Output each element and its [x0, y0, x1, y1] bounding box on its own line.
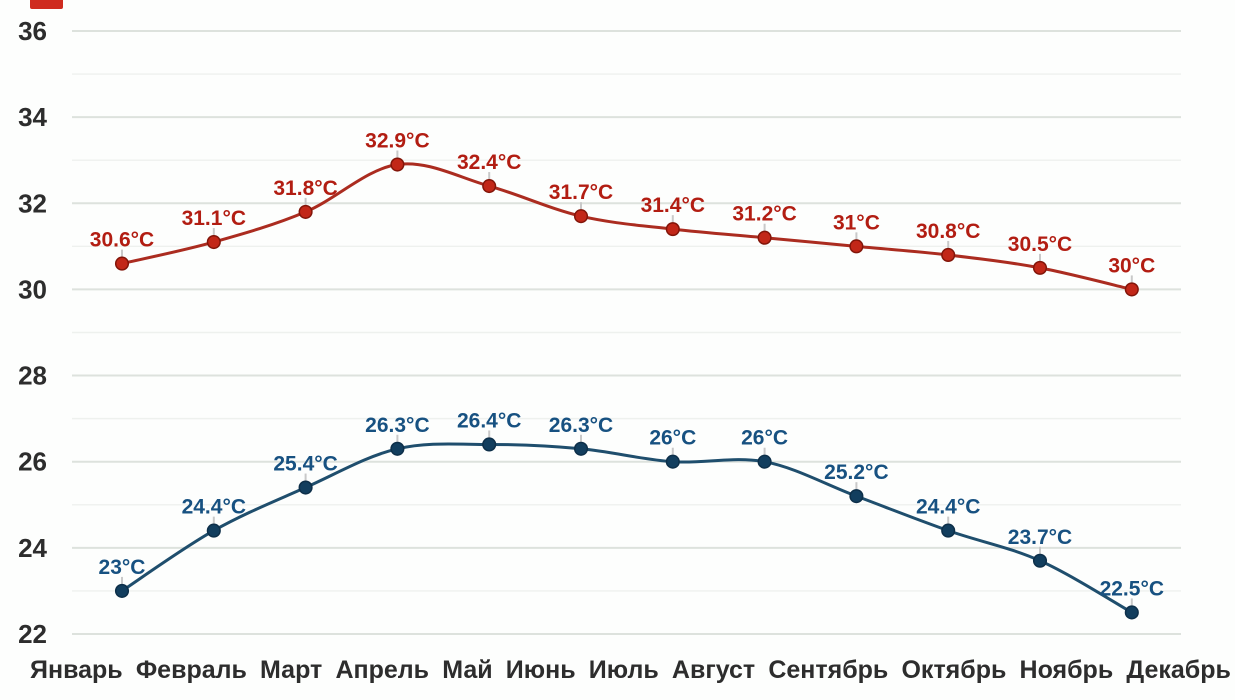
data-point [114, 583, 130, 598]
x-axis-label: Март [260, 656, 323, 684]
data-point-label: 25.2°C [824, 461, 888, 484]
data-point-label: 24.4°C [182, 496, 246, 519]
data-point [206, 523, 221, 538]
x-axis-label: Май [442, 656, 493, 684]
data-point-label: 31.7°C [549, 181, 613, 204]
x-axis: Январь Февраль Март Апрель Май Июнь Июль Август… [30, 656, 1231, 685]
x-axis-label: Апрель [335, 656, 430, 684]
series-line-day-temperature [120, 162, 1134, 291]
data-point [849, 239, 864, 254]
data-point [482, 437, 497, 452]
data-point-label: 31.4°C [641, 194, 705, 217]
data-point [665, 454, 680, 469]
data-point [390, 441, 405, 456]
data-point [757, 454, 772, 469]
data-point [1032, 260, 1048, 275]
data-point-label: 32.4°C [457, 151, 521, 174]
data-point [1032, 553, 1048, 568]
data-point-label: 26.3°C [365, 414, 429, 437]
y-axis-label: 36 [18, 16, 47, 46]
x-axis-label: Январь [30, 656, 123, 684]
data-point [573, 441, 589, 456]
data-point [482, 179, 497, 194]
data-point-label: 31.1°C [182, 207, 246, 230]
data-point-label: 31°C [833, 211, 880, 234]
x-axis-label: Февраль [135, 656, 247, 684]
data-point [114, 256, 130, 271]
data-point-label: 30.5°C [1008, 233, 1072, 256]
x-axis-label: Сентябрь [768, 656, 889, 684]
x-axis-label: Август [671, 656, 756, 684]
data-point-label: 25.4°C [273, 453, 337, 476]
data-point-label: 26.3°C [549, 414, 613, 437]
data-point-label: 26°C [649, 427, 696, 450]
data-point [206, 234, 221, 250]
data-point-label: 30.8°C [916, 220, 980, 243]
series-line-night-temperature [120, 442, 1134, 614]
y-axis-label: 26 [18, 447, 47, 477]
x-axis-label: Июль [588, 656, 659, 684]
data-point-label: 31.8°C [273, 177, 337, 200]
data-point [1124, 282, 1139, 297]
data-point-label: 23.7°C [1008, 526, 1072, 549]
y-axis-label: 24 [18, 533, 47, 563]
data-point-label: 30°C [1108, 254, 1155, 277]
data-point-label: 26.4°C [457, 409, 521, 432]
data-point [849, 489, 864, 504]
legend-fragment-red [30, 0, 63, 9]
x-axis-label: Июнь [505, 656, 576, 684]
y-axis-label: 30 [18, 274, 47, 304]
x-axis-label: Октябрь [901, 656, 1007, 684]
x-axis-label: Декабрь [1126, 656, 1231, 684]
data-point [665, 222, 680, 237]
y-axis-label: 34 [18, 102, 47, 132]
data-point [298, 480, 313, 495]
data-point [573, 209, 589, 224]
x-axis-label: Ноябрь [1019, 656, 1114, 684]
data-point-label: 32.9°C [365, 130, 429, 153]
data-point [298, 204, 313, 219]
y-axis-label: 22 [18, 619, 47, 649]
data-point [757, 230, 772, 245]
y-axis-label: 32 [18, 188, 47, 218]
data-point-label: 31.2°C [732, 203, 796, 226]
data-point [941, 247, 956, 263]
data-point-label: 22.5°C [1100, 577, 1164, 600]
y-axis-label: 28 [18, 361, 47, 391]
data-point-label: 24.4°C [916, 496, 980, 519]
data-point [390, 157, 405, 172]
data-point-label: 30.6°C [90, 229, 154, 252]
data-point-label: 23°C [99, 556, 146, 579]
data-point [941, 523, 956, 538]
data-point [1124, 605, 1139, 620]
data-point-label: 26°C [741, 427, 788, 450]
